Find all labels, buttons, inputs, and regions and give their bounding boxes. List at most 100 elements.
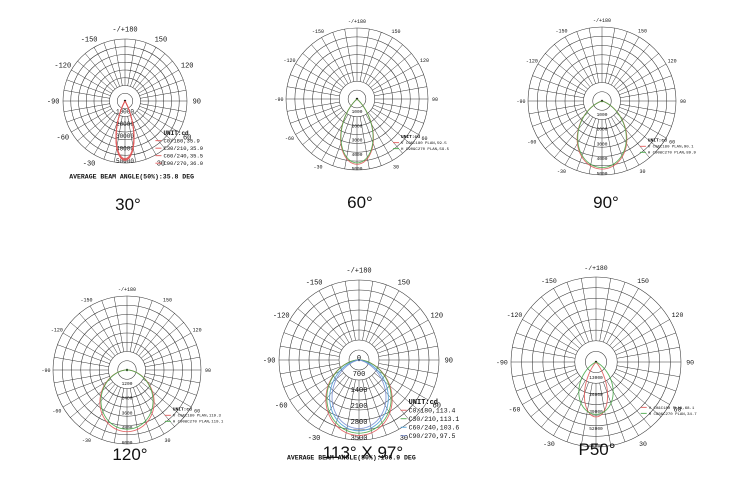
angle-tick-label: 30 — [400, 435, 408, 443]
angle-tick-label: -150 — [312, 29, 324, 35]
angle-tick-label: -30 — [83, 161, 96, 169]
grid-spoke — [290, 74, 341, 94]
angle-tick-label: 30 — [639, 169, 645, 175]
angle-tick-label: -150 — [555, 29, 567, 35]
grid-spoke — [63, 89, 110, 99]
radial-tick-label: 13000 — [589, 375, 603, 381]
chart-caption: 90° — [593, 193, 619, 212]
grid-spoke — [374, 308, 421, 348]
grid-spoke — [344, 281, 356, 341]
grid-spoke — [71, 108, 112, 133]
grid-spoke — [611, 36, 640, 86]
grid-spoke — [144, 344, 197, 364]
chart-caption: 113° X 97° — [322, 443, 404, 462]
grid-spoke — [620, 87, 675, 99]
radial-tick-label: 3000 — [352, 138, 363, 144]
angle-tick-label: 30 — [639, 441, 647, 448]
series-curve — [583, 361, 609, 418]
grid-spoke — [603, 381, 626, 442]
angle-tick-label: -150 — [81, 36, 98, 44]
radial-tick-label: 1400 — [351, 387, 368, 395]
grid-spoke — [127, 39, 137, 86]
grid-spoke — [57, 344, 110, 364]
angle-tick-label: 60 — [669, 139, 675, 145]
radial-tick-label: 50000 — [116, 158, 134, 165]
angle-tick-label: 120 — [420, 58, 429, 64]
radial-tick-label: 3500 — [351, 435, 368, 443]
grid-spoke — [142, 379, 192, 408]
grid-spoke — [79, 313, 116, 356]
legend-entry: C90/270,97.5 — [409, 433, 456, 440]
grid-spoke — [103, 42, 120, 87]
angle-tick-label: -/+180 — [584, 265, 608, 272]
series-curve — [115, 100, 135, 160]
grid-spoke — [113, 297, 125, 352]
grid-spoke — [611, 116, 640, 166]
radial-tick-label: 30000 — [116, 133, 134, 140]
series-curve — [331, 359, 387, 430]
radial-tick-label: 1000 — [352, 109, 363, 115]
radial-tick-label: 10000 — [116, 108, 134, 115]
radial-tick-label: 5000 — [352, 166, 363, 172]
grid-spoke — [532, 75, 585, 95]
grid-spoke — [537, 110, 587, 139]
grid-spoke — [372, 63, 419, 91]
grid-spoke — [599, 382, 612, 446]
grid-spoke — [608, 31, 628, 84]
grid-spoke — [530, 307, 580, 349]
radial-tick-label: 2400 — [122, 396, 133, 402]
grid-spoke — [66, 106, 111, 123]
grid-spoke — [512, 346, 576, 359]
grid-spoke — [77, 110, 114, 142]
angle-tick-label: 60 — [183, 134, 191, 142]
grid-spoke — [616, 365, 680, 378]
grid-spoke — [289, 319, 342, 351]
radial-tick-label: 0 — [357, 355, 361, 363]
grid-spoke — [321, 37, 349, 84]
radial-tick-label: 2000 — [352, 123, 363, 129]
angle-tick-label: 120 — [668, 58, 677, 64]
angle-tick-label: 90 — [686, 359, 694, 366]
angle-tick-label: -150 — [541, 278, 557, 285]
grid-spoke — [138, 384, 175, 427]
grid-spoke — [290, 104, 341, 124]
grid-spoke — [62, 332, 112, 361]
unit-label: UNIT:cd — [163, 130, 189, 137]
grid-spoke — [359, 29, 370, 82]
angle-tick-label: -60 — [527, 139, 536, 145]
grid-spoke — [140, 103, 187, 113]
radial-tick-label: 4000 — [597, 156, 608, 162]
radial-tick-label: 2000 — [597, 127, 608, 133]
grid-spoke — [368, 377, 400, 430]
angle-tick-label: 120 — [672, 312, 684, 319]
legend-entry: H C90&C270 PLAN,34.7 — [649, 413, 698, 417]
grid-spoke — [332, 115, 352, 166]
beam-angle-footer: AVERAGE BEAM ANGLE(50%):35.8 DEG — [69, 173, 194, 180]
angle-tick-label: -/+180 — [118, 287, 136, 293]
grid-spoke — [362, 379, 374, 439]
radial-tick-label: 5000 — [597, 171, 608, 177]
grid-spoke — [331, 378, 353, 436]
chart-caption: 60° — [347, 193, 373, 212]
grid-spoke — [139, 79, 184, 96]
angle-tick-label: 90 — [205, 368, 211, 374]
grid-spoke — [603, 282, 626, 343]
grid-spoke — [588, 28, 600, 83]
grid-spoke — [616, 346, 680, 359]
series-curve — [326, 359, 392, 434]
grid-spoke — [136, 385, 165, 435]
grid-spoke — [376, 369, 429, 401]
angle-tick-label: 150 — [398, 280, 411, 288]
grid-spoke — [136, 305, 165, 355]
angle-tick-label: -90 — [263, 357, 276, 365]
polar-grid — [527, 26, 677, 176]
angle-tick-label: -120 — [283, 58, 295, 64]
angle-tick-label: 30 — [393, 164, 399, 170]
grid-spoke — [362, 115, 382, 166]
grid-spoke — [541, 378, 583, 428]
angle-tick-label: -150 — [306, 280, 323, 288]
unit-label: UNIT:cd — [648, 138, 667, 144]
grid-spoke — [142, 332, 192, 361]
grid-spoke — [89, 305, 118, 355]
grid-spoke — [66, 79, 111, 96]
